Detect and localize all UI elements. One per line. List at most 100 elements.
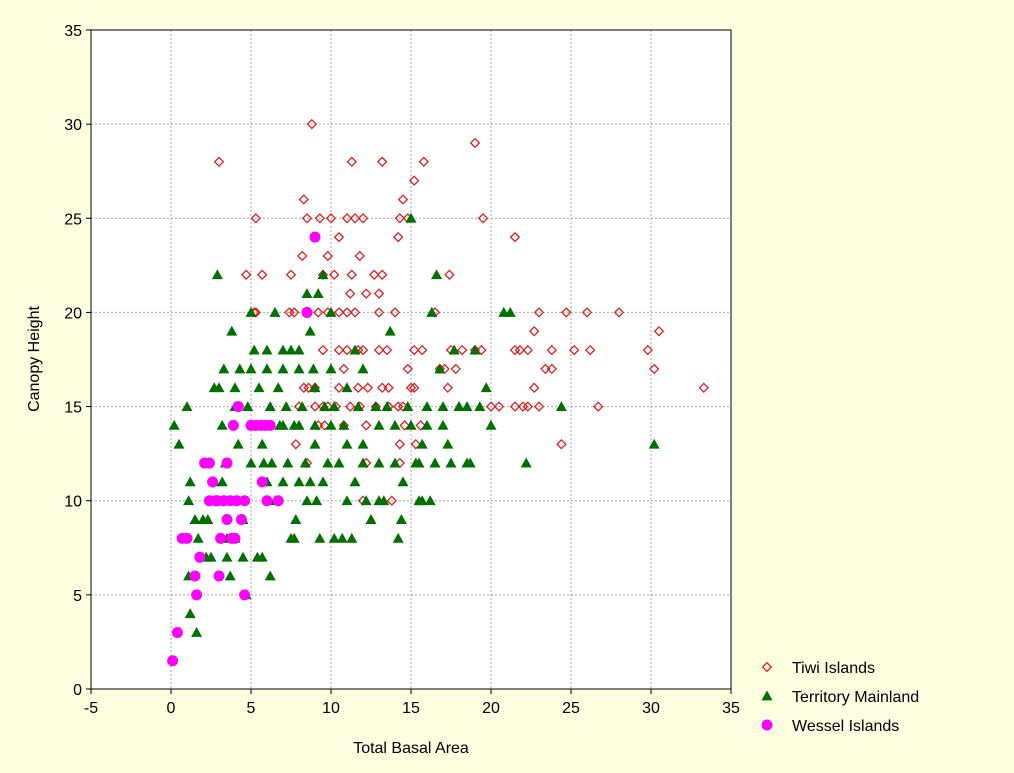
y-tick-label: 25 (64, 211, 82, 228)
data-point (461, 401, 473, 411)
data-point (346, 532, 358, 543)
data-point (333, 457, 345, 468)
data-point (373, 307, 385, 318)
data-point (189, 514, 201, 524)
data-point (298, 194, 310, 205)
data-point (221, 551, 233, 562)
data-point (405, 212, 417, 223)
data-point (555, 401, 567, 411)
data-point (395, 514, 407, 524)
data-point (269, 306, 281, 317)
data-point (296, 250, 308, 262)
data-point (581, 307, 593, 318)
data-point (272, 495, 284, 507)
data-point (394, 439, 406, 450)
data-point (301, 213, 313, 224)
data-point (277, 419, 289, 430)
data-point (231, 495, 243, 507)
data-point (301, 288, 313, 298)
data-point (333, 231, 345, 243)
data-point (613, 307, 625, 318)
data-point (293, 344, 305, 355)
data-point (384, 325, 396, 336)
data-point (413, 457, 425, 468)
data-point (431, 269, 443, 280)
data-point (245, 457, 257, 468)
data-point (253, 382, 265, 393)
data-point (381, 344, 393, 356)
data-point (304, 325, 316, 336)
data-point (226, 325, 238, 336)
data-point (328, 401, 340, 411)
data-point (389, 307, 401, 318)
data-point (285, 269, 297, 280)
data-point (338, 363, 350, 375)
data-point (237, 551, 249, 562)
data-point (386, 495, 398, 506)
data-point (346, 269, 358, 280)
data-point (416, 438, 428, 449)
data-point (373, 344, 385, 356)
data-point (405, 419, 417, 430)
data-point (181, 401, 193, 411)
data-point (299, 457, 311, 468)
data-point (469, 137, 481, 149)
data-point (450, 363, 462, 375)
data-point (476, 344, 487, 356)
data-point (227, 419, 239, 431)
legend-item: Tiwi Islands (761, 660, 875, 677)
data-point (264, 419, 276, 431)
data-point (357, 438, 369, 449)
data-point (245, 363, 257, 374)
data-point (397, 194, 409, 205)
data-point (493, 401, 505, 412)
data-point (301, 495, 313, 506)
data-point (298, 382, 310, 393)
y-tick-label: 35 (64, 23, 82, 40)
data-point (301, 306, 313, 318)
data-point (191, 627, 203, 637)
y-tick-label: 30 (64, 117, 82, 134)
data-point (282, 457, 294, 468)
y-tick-label: 20 (64, 305, 82, 322)
data-point (357, 213, 369, 224)
data-point (240, 269, 252, 280)
data-point (370, 401, 382, 411)
x-tick-label: 5 (247, 700, 256, 717)
data-point (402, 401, 414, 411)
data-point (309, 401, 321, 412)
data-point (192, 532, 204, 543)
data-point (360, 420, 372, 431)
data-point (277, 344, 289, 355)
data-point (317, 269, 329, 280)
data-point (293, 419, 305, 430)
data-point (415, 420, 426, 431)
data-point (592, 401, 604, 412)
data-point (333, 307, 345, 318)
data-point (229, 382, 241, 393)
data-point (306, 118, 318, 130)
data-point (381, 401, 393, 411)
data-point (442, 438, 454, 449)
data-point (280, 401, 292, 411)
data-point (304, 476, 316, 487)
data-point (477, 213, 489, 224)
data-point (341, 213, 353, 224)
data-point (328, 532, 340, 543)
data-point (408, 382, 420, 393)
data-point (317, 476, 329, 487)
data-point (328, 269, 340, 280)
data-point (397, 476, 409, 487)
data-point (445, 457, 457, 468)
data-point (349, 344, 361, 355)
data-point (642, 344, 654, 356)
data-point (207, 476, 219, 488)
data-point (373, 419, 385, 430)
y-tick-label: 10 (64, 494, 82, 511)
data-point (360, 495, 372, 506)
data-point (437, 419, 449, 430)
data-point (216, 476, 228, 487)
data-point (405, 382, 417, 393)
data-point (522, 401, 534, 412)
legend-item: Territory Mainland (761, 689, 919, 706)
